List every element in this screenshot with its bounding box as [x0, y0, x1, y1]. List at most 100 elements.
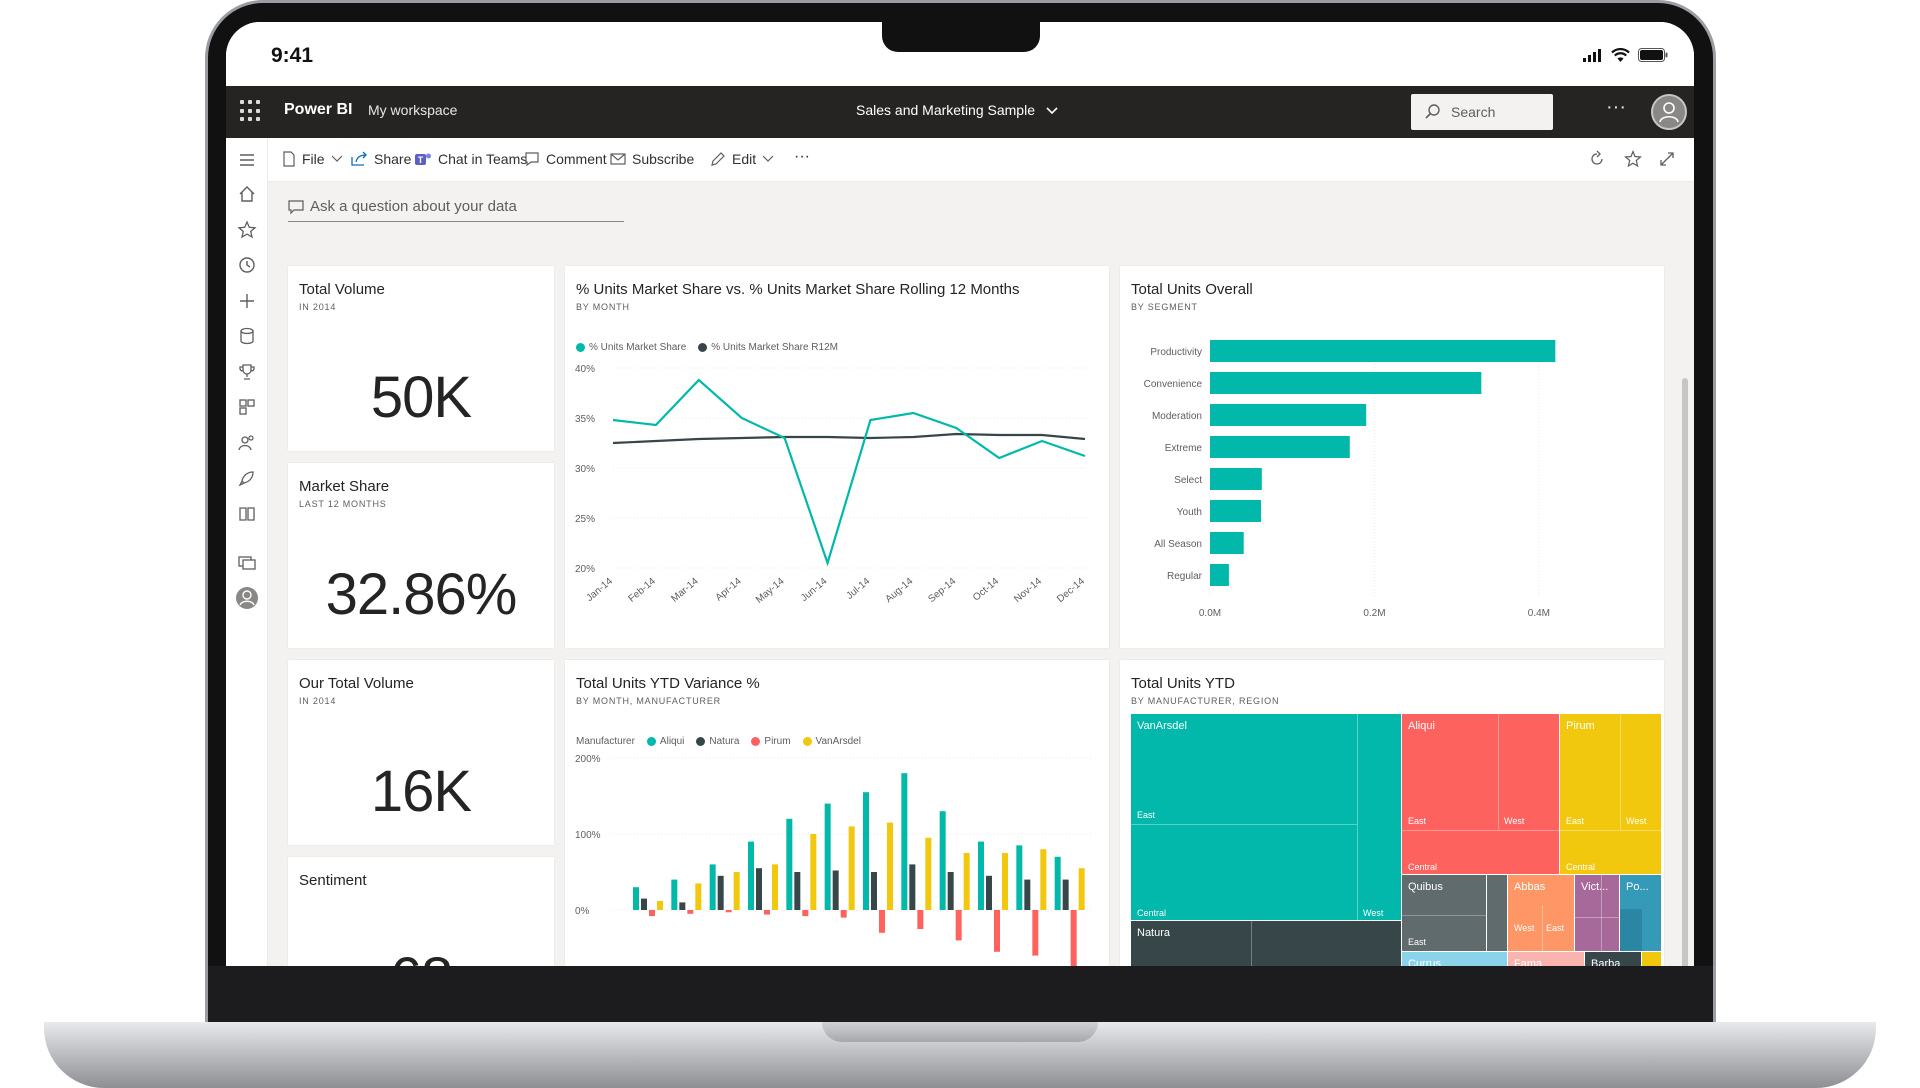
laptop-chin	[208, 966, 1713, 1023]
column-bar	[925, 837, 932, 910]
bar	[1210, 468, 1262, 490]
treemap-cell-quibus-west[interactable]	[1487, 875, 1507, 951]
treemap-cell-vanarsdel[interactable]: VanArsdel East Central West	[1131, 714, 1401, 920]
bar	[1210, 500, 1261, 522]
hamburger-menu-icon[interactable]	[237, 150, 257, 170]
tile-subtitle: BY MANUFACTURER, REGION	[1131, 696, 1280, 706]
shared-people-icon[interactable]	[237, 433, 257, 453]
column-bar	[986, 875, 992, 910]
column-bar	[909, 864, 916, 910]
signal-icon	[1583, 48, 1601, 62]
treemap-tile[interactable]: Total Units YTD BY MANUFACTURER, REGION …	[1120, 660, 1664, 966]
legend-item[interactable]: Pirum	[751, 736, 791, 747]
pencil-icon	[711, 152, 725, 166]
user-avatar[interactable]	[1651, 94, 1687, 130]
legend-item[interactable]: % Units Market Share R12M	[698, 342, 838, 353]
column-bar	[649, 910, 655, 917]
column-bar	[810, 834, 817, 910]
series-line	[612, 378, 1086, 567]
report-title-dropdown[interactable]: Sales and Marketing Sample	[856, 102, 1059, 118]
chart-legend: % Units Market Share % Units Market Shar…	[576, 342, 838, 353]
y-tick-label: 35%	[575, 414, 595, 425]
column-bar	[832, 870, 839, 910]
brand-name[interactable]: Power BI	[284, 101, 353, 118]
search-box[interactable]: Search	[1411, 94, 1553, 130]
column-chart-tile[interactable]: Total Units YTD Variance % BY MONTH, MAN…	[565, 660, 1109, 966]
legend-item[interactable]: Aliqui	[646, 736, 684, 747]
app-launcher-icon[interactable]	[240, 100, 262, 122]
goals-trophy-icon[interactable]	[237, 362, 257, 382]
workspace-link[interactable]: My workspace	[368, 102, 458, 118]
legend-item[interactable]: Natura	[696, 736, 739, 747]
line-chart-tile[interactable]: % Units Market Share vs. % Units Market …	[565, 266, 1109, 648]
deployment-rocket-icon[interactable]	[237, 468, 257, 488]
vertical-scrollbar[interactable]	[1682, 378, 1688, 966]
subscribe-button[interactable]: Subscribe	[610, 151, 694, 167]
kpi-tile-total-volume[interactable]: Total Volume IN 2014 50K	[288, 266, 554, 451]
treemap-region-label: Central	[1408, 862, 1438, 872]
treemap-cell-pirum[interactable]: Pirum East West Central	[1560, 714, 1661, 874]
legend-item[interactable]: % Units Market Share	[576, 342, 686, 353]
treemap-cell-fama[interactable]: Fama	[1508, 952, 1584, 966]
column-bar	[725, 910, 732, 913]
kpi-tile-market-share[interactable]: Market Share LAST 12 MONTHS 32.86%	[288, 463, 554, 648]
qa-input[interactable]: Ask a question about your data	[288, 194, 624, 222]
share-button[interactable]: Share	[350, 151, 411, 167]
line-chart: 40% 35% 30% 25% 20%Jan-14 Feb-14 Mar-14 Apr-14 M…	[575, 364, 1087, 606]
status-icons	[1583, 48, 1668, 62]
kpi-tile-our-total-volume[interactable]: Our Total Volume IN 2014 16K	[288, 660, 554, 845]
fullscreen-expand-icon[interactable]	[1658, 150, 1676, 168]
treemap-cell-po[interactable]: Po...	[1620, 875, 1661, 951]
treemap-cell-vict[interactable]: Vict...	[1575, 875, 1619, 951]
y-tick-label: 200%	[575, 754, 601, 765]
tile-subtitle: BY SEGMENT	[1131, 302, 1198, 312]
camera-notch	[882, 22, 1040, 52]
my-workspace-avatar-icon[interactable]	[235, 586, 259, 610]
treemap-cell-barba[interactable]: Barba	[1585, 952, 1641, 966]
chat-in-teams-button[interactable]: T Chat in Teams	[414, 151, 527, 167]
treemap-label: Natura	[1137, 927, 1171, 939]
x-tick-label: 0.0M	[1199, 608, 1221, 619]
x-tick-label: Oct-14	[971, 576, 1001, 604]
recent-clock-icon[interactable]	[237, 255, 257, 275]
column-bar	[1024, 879, 1031, 910]
column-bar	[748, 841, 754, 910]
favorite-star-icon[interactable]	[1624, 150, 1642, 168]
more-commands-icon[interactable]: ···	[794, 148, 810, 165]
comment-button[interactable]: Comment	[524, 151, 607, 167]
more-options-icon[interactable]: ···	[1606, 96, 1626, 118]
column-bar	[772, 864, 778, 910]
file-menu[interactable]: File	[282, 151, 343, 167]
learn-book-icon[interactable]	[237, 504, 257, 524]
treemap-cell-abbas[interactable]: Abbas West East	[1508, 875, 1574, 951]
favorites-star-icon[interactable]	[237, 220, 257, 240]
column-bar	[717, 875, 724, 910]
bar-chart-tile[interactable]: Total Units Overall BY SEGMENT 0.0M 0.2M 0…	[1120, 266, 1664, 648]
create-plus-icon[interactable]	[237, 291, 257, 311]
treemap-cell-small[interactable]	[1642, 952, 1661, 966]
y-category-label: Convenience	[1144, 379, 1203, 390]
apps-icon[interactable]	[237, 397, 257, 417]
wifi-icon	[1611, 48, 1630, 62]
treemap-cell-natura[interactable]: Natura Central	[1131, 921, 1401, 966]
tile-title: Total Units YTD Variance %	[576, 675, 760, 692]
x-tick-label: Jan-14	[584, 576, 615, 604]
treemap-cell-quibus[interactable]: Quibus East	[1402, 875, 1486, 951]
x-tick-label: Feb-14	[626, 576, 658, 605]
treemap-cell-aliqui[interactable]: Aliqui East West Central	[1402, 714, 1559, 874]
column-bar	[709, 864, 716, 910]
datasets-cylinder-icon[interactable]	[237, 326, 257, 346]
workspaces-icon[interactable]	[237, 552, 257, 572]
legend-label: Natura	[709, 736, 740, 747]
tile-title: % Units Market Share vs. % Units Market …	[576, 281, 1020, 298]
chat-bubble-icon	[288, 200, 304, 215]
legend-item[interactable]: VanArsdel	[802, 736, 861, 747]
edit-menu[interactable]: Edit	[710, 151, 774, 167]
refresh-icon[interactable]	[1588, 150, 1606, 168]
home-icon[interactable]	[237, 184, 257, 204]
column-bar	[687, 910, 694, 914]
column-bar	[947, 872, 954, 910]
kpi-tile-sentiment[interactable]: Sentiment 68	[288, 857, 554, 966]
treemap-cell-currus[interactable]: Currus	[1402, 952, 1507, 966]
column-bar	[871, 872, 877, 910]
